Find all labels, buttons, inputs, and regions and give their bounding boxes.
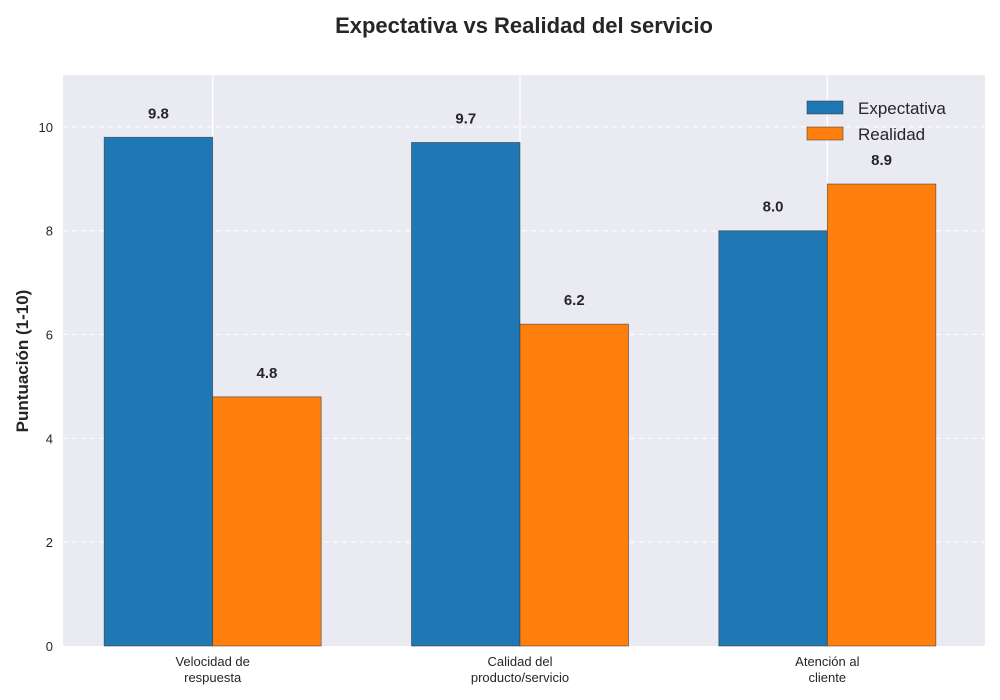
y-tick-label: 8 [46,224,53,239]
bar-expectativa-2 [718,230,828,647]
y-tick-label: 6 [46,328,53,343]
bar-realidad-0 [212,396,322,647]
data-label: 4.8 [256,365,277,382]
data-label: 9.7 [455,110,476,127]
y-axis-label: Puntuación (1-10) [13,290,32,433]
bar-realidad-2 [826,183,937,647]
data-label: 6.2 [564,292,585,309]
y-tick-label: 10 [39,120,53,135]
legend-swatch-realidad [806,126,844,141]
data-label: 8.0 [763,199,784,216]
legend-swatch-expectativa [806,100,844,115]
data-label: 8.9 [871,152,892,169]
y-tick-label: 4 [46,431,53,446]
chart-title: Expectativa vs Realidad del servicio [335,13,713,38]
data-label: 9.8 [148,105,169,122]
y-tick-label: 2 [46,535,53,550]
bar-expectativa-0 [103,136,214,647]
legend-label-realidad: Realidad [858,125,925,144]
x-tick-label: Atención al cliente [795,654,859,685]
legend: Expectativa Realidad [806,99,946,144]
x-tick-label: Calidad del producto/servicio [471,654,569,685]
y-tick-label: 0 [46,639,53,654]
legend-label-expectativa: Expectativa [858,99,946,118]
bar-realidad-1 [519,323,629,647]
x-tick-label: Velocidad de respuesta [175,654,249,685]
bar-expectativa-1 [411,142,521,647]
